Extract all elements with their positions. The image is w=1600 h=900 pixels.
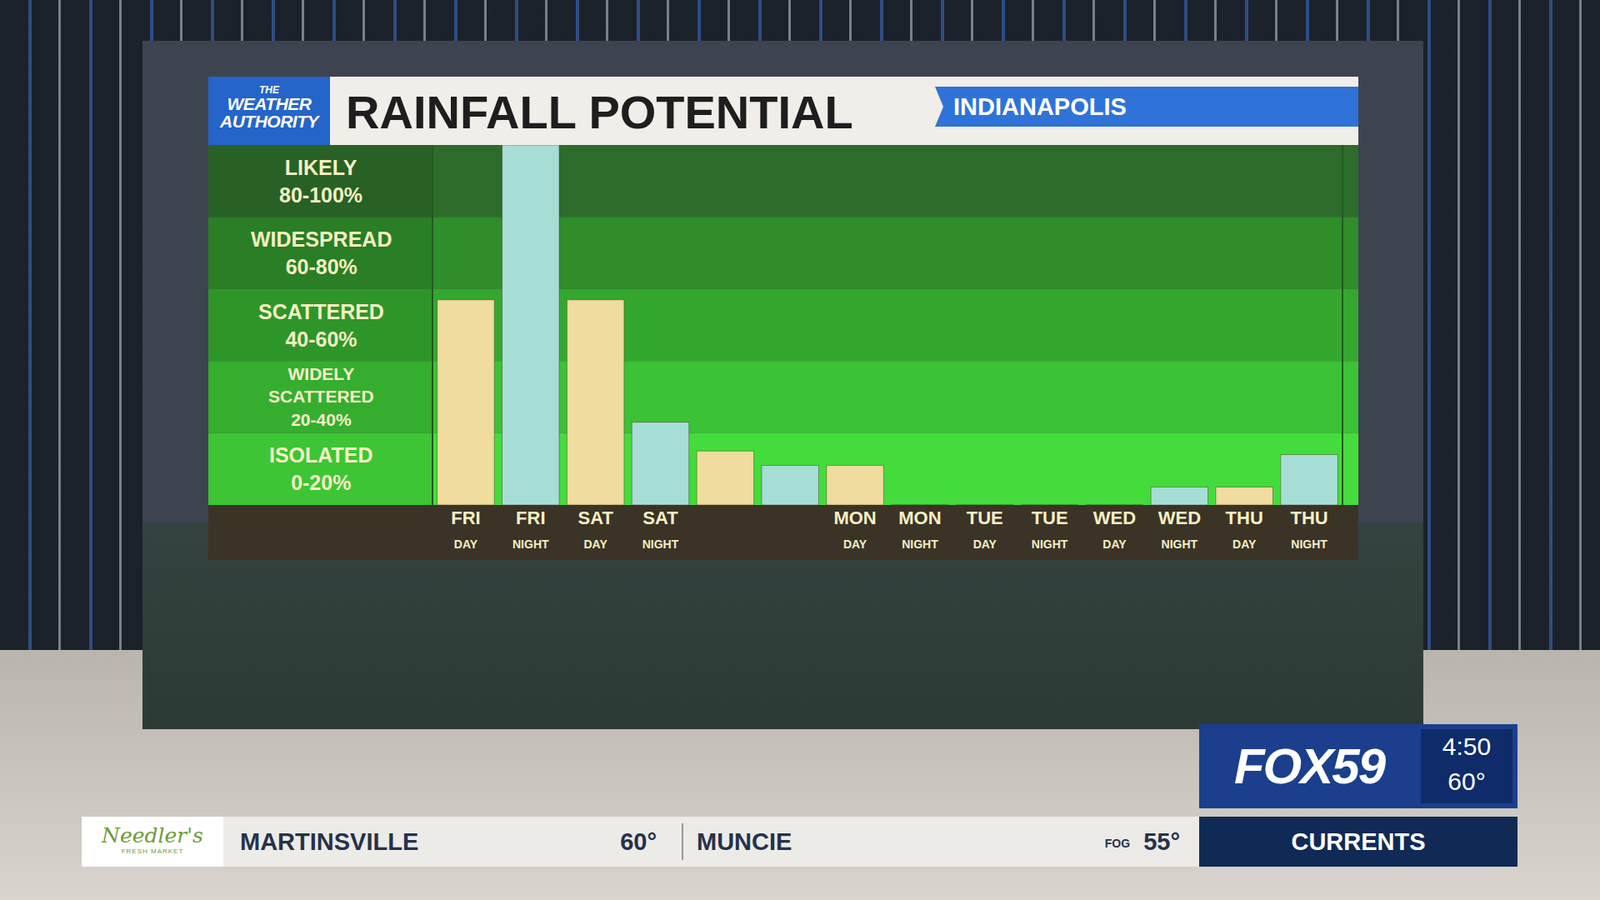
html-text:AUTHORITY: AUTHORITY xyxy=(220,111,319,131)
html-text:55°: 55° xyxy=(1143,828,1180,855)
html-text:60°: 60° xyxy=(1447,767,1486,795)
svg-text:WIDESPREAD60-80%: WIDESPREAD60-80% xyxy=(250,227,392,279)
html-text:60°: 60° xyxy=(620,828,657,855)
svg-text:MONNIGHT: MONNIGHT xyxy=(898,507,941,551)
svg-text:MONDAY: MONDAY xyxy=(833,507,876,551)
html-text:FOX59: FOX59 xyxy=(1234,738,1385,795)
svg-text:WEDNIGHT: WEDNIGHT xyxy=(1158,507,1201,551)
svg-text:TUENIGHT: TUENIGHT xyxy=(1031,507,1069,551)
html-text:INDIANAPOLIS: INDIANAPOLIS xyxy=(953,93,1127,120)
svg-text:SATNIGHT: SATNIGHT xyxy=(642,507,680,551)
html-text:4:50: 4:50 xyxy=(1442,732,1491,760)
svg-text:WIDELYSCATTERED20-40%: WIDELYSCATTERED20-40% xyxy=(268,364,375,430)
svg-text:THUDAY: THUDAY xyxy=(1225,507,1264,551)
html-text:MARTINSVILLE: MARTINSVILLE xyxy=(240,828,419,855)
html-text:WEATHER: WEATHER xyxy=(227,94,312,114)
svg-text:LIKELY80-100%: LIKELY80-100% xyxy=(279,155,363,207)
svg-text:SCATTERED40-60%: SCATTERED40-60% xyxy=(258,300,385,351)
svg-text:SATDAY: SATDAY xyxy=(577,507,614,551)
html-text:MUNCIE: MUNCIE xyxy=(696,828,792,855)
svg-text:FRINIGHT: FRINIGHT xyxy=(512,507,550,551)
svg-text:THUNIGHT: THUNIGHT xyxy=(1290,507,1328,551)
svg-text:ISOLATED0-20%: ISOLATED0-20% xyxy=(269,443,374,495)
html-text:RAINFALL POTENTIAL: RAINFALL POTENTIAL xyxy=(345,85,854,139)
html-text:FRESH MARKET: FRESH MARKET xyxy=(121,847,184,855)
svg-text:FRIDAY: FRIDAY xyxy=(450,507,480,551)
html-text:THE: THE xyxy=(259,84,280,96)
svg-text:TUEDAY: TUEDAY xyxy=(966,507,1004,551)
html-text:CURRENTS: CURRENTS xyxy=(1291,828,1426,855)
html-text:FOG: FOG xyxy=(1104,836,1131,851)
html-text:Needler's: Needler's xyxy=(101,823,204,848)
svg-text:WEDDAY: WEDDAY xyxy=(1093,507,1136,551)
